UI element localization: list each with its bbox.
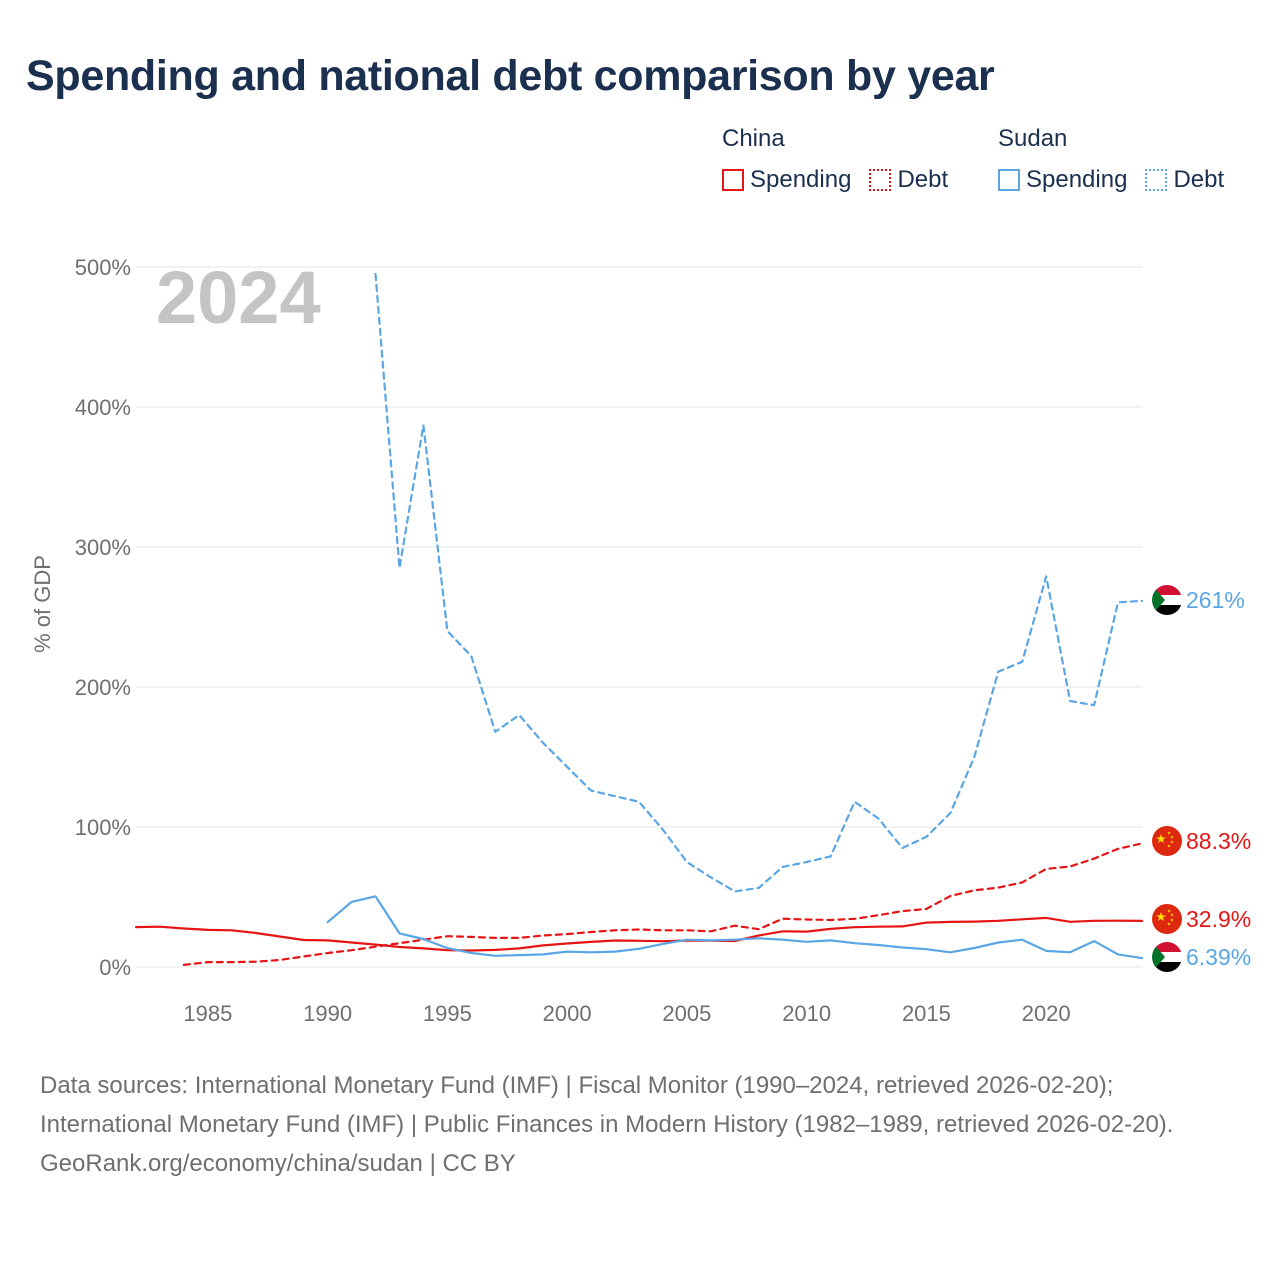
sudan-flag-icon	[1152, 585, 1182, 615]
y-axis-label: % of GDP	[30, 555, 55, 653]
x-tick-label: 1985	[183, 1001, 232, 1026]
flag-star	[1167, 844, 1171, 848]
y-tick-label: 400%	[75, 395, 131, 420]
flag-star	[1170, 913, 1174, 917]
attribution: GeoRank.org/economy/china/sudan | CC BY	[40, 1150, 516, 1177]
china-flag-icon	[1152, 826, 1182, 856]
series-line-china-debt	[182, 842, 1144, 967]
flag-triangle	[1152, 942, 1165, 972]
solid-line-swatch-icon	[998, 169, 1020, 191]
x-tick-label: 1990	[303, 1001, 352, 1026]
flag-star	[1167, 831, 1171, 835]
legend-item-china-spending[interactable]: Spending	[722, 166, 851, 194]
series-line-sudan-spending	[326, 895, 1144, 960]
flag-stripe	[1152, 962, 1182, 972]
y-tick-label: 100%	[75, 815, 131, 840]
x-tick-label: 2005	[662, 1001, 711, 1026]
flag-star	[1156, 912, 1166, 921]
dotted-line-swatch-icon	[1145, 169, 1168, 191]
end-value-label: 6.39%	[1186, 944, 1251, 970]
sudan-flag-icon	[1152, 942, 1182, 972]
dotted-line-swatch-icon	[869, 169, 892, 191]
legend-item-sudan-debt[interactable]: Debt	[1145, 166, 1224, 194]
china-flag-icon	[1152, 904, 1182, 934]
flag-star	[1170, 918, 1174, 922]
legend-item-sudan-spending[interactable]: Spending	[998, 166, 1127, 194]
legend-item-china-debt[interactable]: Debt	[869, 166, 948, 194]
x-tick-label: 2015	[902, 1001, 951, 1026]
x-tick-label: 2020	[1022, 1001, 1071, 1026]
flag-field	[1152, 904, 1182, 934]
legend-label: Debt	[897, 166, 949, 193]
footer: Data sources: International Monetary Fun…	[40, 1066, 1240, 1183]
solid-line-swatch-icon	[722, 169, 744, 191]
end-value-label: 261%	[1186, 587, 1245, 613]
flag-field	[1152, 826, 1182, 856]
legend-label: Spending	[1026, 166, 1128, 193]
x-axis-ticks: 1985 1990 1995 2000 2005 2010 2015 2020	[183, 1001, 1070, 1026]
series-line-china-spending	[134, 916, 1144, 952]
flag-stripe	[1152, 605, 1182, 615]
flag-star	[1167, 909, 1171, 913]
series-line-sudan-debt	[374, 272, 1144, 893]
gridlines	[136, 266, 1142, 968]
flag-stripe	[1152, 942, 1182, 952]
year-watermark: 2024	[156, 256, 321, 339]
flag-triangle	[1152, 585, 1165, 615]
flag-star	[1167, 922, 1171, 926]
series-lines	[134, 272, 1144, 967]
data-sources: Data sources: International Monetary Fun…	[40, 1072, 1174, 1138]
x-tick-label: 2000	[543, 1001, 592, 1026]
legend-label: Debt	[1173, 166, 1225, 193]
x-tick-label: 2010	[782, 1001, 831, 1026]
legend-group-sudan: Sudan Spending Debt	[998, 124, 1224, 194]
y-tick-label: 300%	[75, 535, 131, 560]
end-value-label: 88.3%	[1186, 828, 1251, 854]
legend-group-name: Sudan	[998, 125, 1068, 152]
y-tick-label: 0%	[99, 955, 131, 980]
flag-stripe	[1152, 595, 1182, 605]
flag-star	[1156, 834, 1166, 843]
legend-group-china: China Spending Debt	[722, 124, 948, 194]
legend-group-name: China	[722, 125, 785, 152]
y-axis-ticks: 0% 100% 200% 300% 400% 500%	[75, 255, 131, 980]
chart-title: Spending and national debt comparison by…	[26, 52, 995, 100]
y-tick-label: 500%	[75, 255, 131, 280]
legend-label: Spending	[750, 166, 852, 193]
flag-star	[1170, 840, 1174, 844]
line-chart: 2024 % of GDP 0% 100% 200% 300% 400% 500% 198…	[30, 255, 1251, 1026]
end-value-label: 32.9%	[1186, 906, 1251, 932]
flag-stripe	[1152, 585, 1182, 595]
flag-stripe	[1152, 952, 1182, 962]
end-labels: 32.9% 88.3% 6.39% 261%	[1152, 585, 1251, 972]
flag-star	[1170, 835, 1174, 839]
y-tick-label: 200%	[75, 675, 131, 700]
x-tick-label: 1995	[423, 1001, 472, 1026]
